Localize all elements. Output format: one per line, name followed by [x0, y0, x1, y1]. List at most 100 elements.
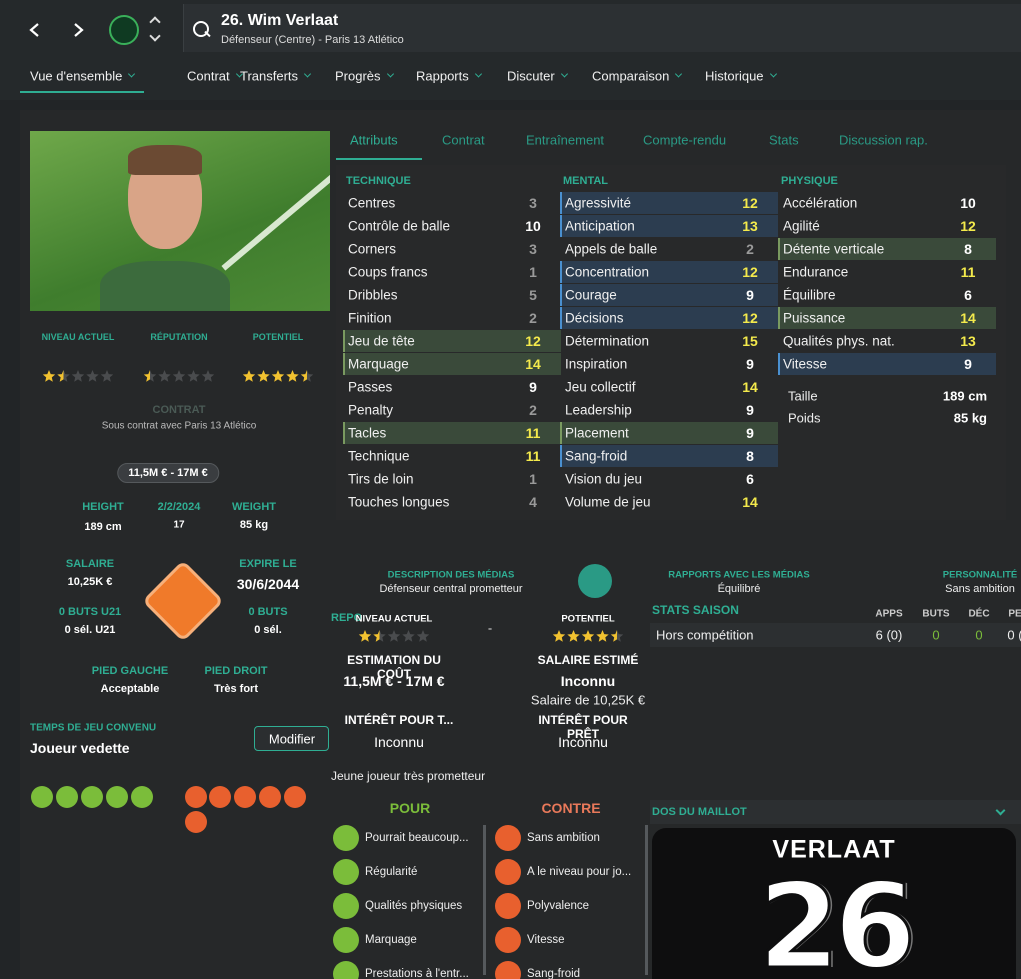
nav-arrow[interactable] — [71, 22, 85, 38]
nav-arrow[interactable] — [28, 22, 42, 38]
modify-button[interactable]: Modifier — [254, 726, 329, 751]
tab-chevron — [675, 70, 683, 78]
attr-value: 12 — [742, 310, 758, 326]
attr-name: Agilité — [783, 218, 820, 234]
nav-tab[interactable]: Comparaison — [592, 69, 683, 84]
strength-icon — [56, 786, 78, 808]
star — [86, 370, 99, 382]
star — [300, 370, 314, 382]
info-label: 0 BUTS — [248, 606, 288, 618]
player-title: 26. Wim Verlaat — [221, 12, 339, 29]
attr-value: 14 — [960, 310, 976, 326]
sub-tab[interactable]: Attributs — [350, 132, 398, 148]
attr-name: Équilibre — [783, 287, 836, 303]
star — [172, 370, 186, 382]
nav-tab[interactable]: Contrat — [187, 69, 244, 84]
attr-name: Marquage — [348, 356, 409, 372]
attr-highlight — [778, 307, 996, 329]
star — [286, 370, 299, 382]
report-field-label: INTÉRÊT POUR T... — [344, 713, 454, 727]
con-item: Vitesse — [527, 934, 565, 946]
nav-tab[interactable]: Historique — [705, 69, 778, 84]
rating-label: POTENTIEL — [252, 332, 304, 342]
search-box — [183, 4, 1021, 52]
attr-name: Tacles — [348, 425, 387, 441]
playing-time-value: Joueur vedette — [30, 740, 130, 756]
weakness-icon — [185, 786, 207, 808]
report-field-label: ESTIMATION DU COÛT — [347, 653, 441, 681]
nav-underline — [20, 91, 144, 93]
media-value: Défenseur central prometteur — [379, 583, 523, 595]
body-value: 85 kg — [953, 410, 987, 426]
attr-name: Finition — [348, 310, 392, 326]
attr-highlight — [560, 445, 778, 467]
rating-label: RÉPUTATION — [150, 332, 208, 342]
strength-icon — [31, 786, 53, 808]
sub-tab[interactable]: Discussion rap. — [839, 132, 928, 148]
cons-title: CONTRE — [541, 800, 601, 816]
star — [552, 630, 566, 642]
attr-value: 10 — [525, 218, 541, 234]
attr-name: Anticipation — [565, 218, 635, 234]
nav-tab[interactable]: Progrès — [335, 69, 395, 84]
scrollbar — [645, 825, 648, 975]
attr-value: 11 — [960, 264, 976, 280]
star — [610, 630, 624, 642]
weakness-icon — [234, 786, 256, 808]
attr-value: 12 — [960, 218, 976, 234]
hair — [128, 145, 202, 175]
attr-value: 9 — [746, 402, 754, 418]
pro-item: Marquage — [365, 934, 417, 946]
sub-tab[interactable]: Contrat — [442, 132, 485, 148]
attr-name: Corners — [348, 241, 397, 257]
nav-tab[interactable]: Discuter — [507, 69, 569, 84]
stats-row-label: Hors compétition — [656, 627, 754, 643]
star — [187, 370, 200, 382]
media-icon — [578, 564, 612, 598]
attr-value: 6 — [964, 287, 972, 303]
stats-cell: 6 (0) — [875, 627, 903, 643]
attr-name: Touches longues — [348, 494, 450, 510]
nav-tab[interactable]: Vue d'ensemble — [30, 69, 136, 84]
weakness-icon — [284, 786, 306, 808]
pitch-line — [221, 137, 330, 271]
star — [143, 370, 157, 382]
attr-value: 12 — [525, 333, 541, 349]
star-rating — [242, 370, 314, 382]
info-value: 17 — [173, 519, 185, 531]
attr-name: Endurance — [783, 264, 849, 280]
attr-value: 3 — [529, 241, 537, 257]
pro-icon — [333, 927, 359, 953]
nav-tab[interactable]: Transferts — [240, 69, 312, 84]
attr-value: 14 — [525, 356, 541, 372]
attr-name: Leadership — [565, 402, 632, 418]
sub-tab[interactable]: Stats — [769, 132, 799, 148]
star — [596, 630, 609, 642]
attr-value: 13 — [960, 333, 976, 349]
report-label: NIVEAU ACTUEL — [355, 613, 433, 625]
attr-value: 9 — [746, 425, 754, 441]
media-label: PERSONNALITÉ — [942, 569, 1018, 581]
info-label: PIED GAUCHE — [91, 665, 169, 677]
nav-tab[interactable]: Rapports — [416, 69, 483, 84]
attr-group-title: PHYSIQUE — [781, 175, 838, 187]
con-icon — [495, 927, 521, 953]
contract-text: Sous contrat avec Paris 13 Atlético — [101, 420, 257, 432]
attr-value: 8 — [746, 448, 754, 464]
attr-highlight — [560, 261, 778, 283]
attr-name: Courage — [565, 287, 617, 303]
sub-tab[interactable]: Compte-rendu — [643, 132, 727, 148]
star-rating — [42, 370, 114, 382]
attr-value: 1 — [529, 471, 537, 487]
value-pill: 11,5M € - 17M € — [117, 463, 219, 483]
sub-tab[interactable]: Entraînement — [526, 132, 605, 148]
report-field-value: 11,5M € - 17M € — [343, 673, 445, 689]
modify-button-label: Modifier — [268, 731, 316, 747]
info-value: 189 cm — [84, 521, 122, 533]
attr-name: Jeu collectif — [565, 379, 636, 395]
shirt-name: VERLAAT — [772, 835, 896, 864]
attr-name: Placement — [565, 425, 629, 441]
attr-group-title: TECHNIQUE — [346, 175, 411, 187]
stats-cell: 0 ( — [1007, 627, 1021, 643]
